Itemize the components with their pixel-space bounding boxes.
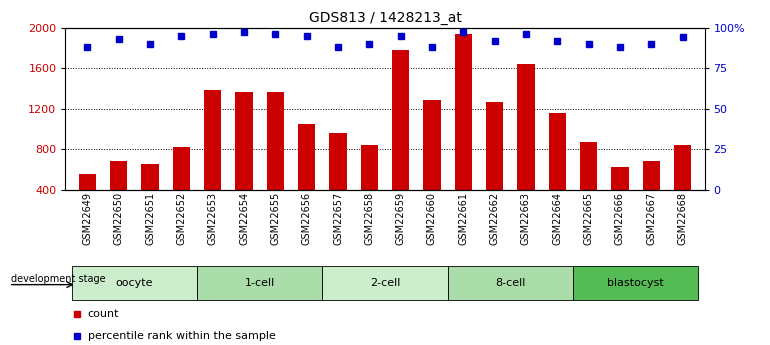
Text: GSM22651: GSM22651 — [145, 192, 155, 245]
Text: GSM22660: GSM22660 — [427, 192, 437, 245]
Bar — [424, 100, 440, 230]
Bar — [323, 266, 447, 300]
Text: percentile rank within the sample: percentile rank within the sample — [88, 331, 276, 341]
Bar — [455, 34, 472, 230]
Bar — [549, 113, 566, 230]
Bar — [611, 167, 628, 230]
Text: GSM22659: GSM22659 — [396, 192, 406, 245]
Text: 2-cell: 2-cell — [370, 278, 400, 288]
Text: GSM22661: GSM22661 — [458, 192, 468, 245]
Bar — [643, 161, 660, 230]
Text: GSM22649: GSM22649 — [82, 192, 92, 245]
Text: GSM22662: GSM22662 — [490, 192, 500, 245]
Bar — [580, 142, 598, 230]
Bar — [573, 266, 698, 300]
Text: GSM22656: GSM22656 — [302, 192, 312, 245]
Bar — [204, 90, 221, 230]
Text: GSM22663: GSM22663 — [521, 192, 531, 245]
Text: GSM22654: GSM22654 — [239, 192, 249, 245]
Bar — [72, 266, 197, 300]
Text: 1-cell: 1-cell — [245, 278, 275, 288]
Title: GDS813 / 1428213_at: GDS813 / 1428213_at — [309, 11, 461, 25]
Bar — [360, 145, 378, 230]
Bar — [298, 124, 315, 230]
Text: GSM22650: GSM22650 — [114, 192, 124, 245]
Text: GSM22667: GSM22667 — [646, 192, 656, 245]
Bar — [266, 92, 284, 230]
Bar — [79, 174, 96, 230]
Text: blastocyst: blastocyst — [608, 278, 664, 288]
Bar — [674, 145, 691, 230]
Text: 8-cell: 8-cell — [495, 278, 525, 288]
Text: GSM22665: GSM22665 — [584, 192, 594, 245]
Bar — [110, 161, 127, 230]
Bar — [447, 266, 573, 300]
Text: GSM22655: GSM22655 — [270, 192, 280, 245]
Bar — [172, 147, 190, 230]
Text: GSM22652: GSM22652 — [176, 192, 186, 245]
Bar — [142, 165, 159, 230]
Bar — [392, 50, 410, 230]
Text: GSM22668: GSM22668 — [678, 192, 688, 245]
Bar — [236, 92, 253, 230]
Bar — [517, 64, 534, 230]
Text: oocyte: oocyte — [116, 278, 153, 288]
Bar — [486, 101, 504, 230]
Text: GSM22658: GSM22658 — [364, 192, 374, 245]
Bar — [330, 133, 346, 230]
Text: GSM22666: GSM22666 — [615, 192, 625, 245]
Text: GSM22664: GSM22664 — [552, 192, 562, 245]
Text: GSM22657: GSM22657 — [333, 192, 343, 245]
Bar — [197, 266, 323, 300]
Text: GSM22653: GSM22653 — [208, 192, 218, 245]
Text: development stage: development stage — [11, 274, 105, 284]
Text: count: count — [88, 309, 119, 318]
